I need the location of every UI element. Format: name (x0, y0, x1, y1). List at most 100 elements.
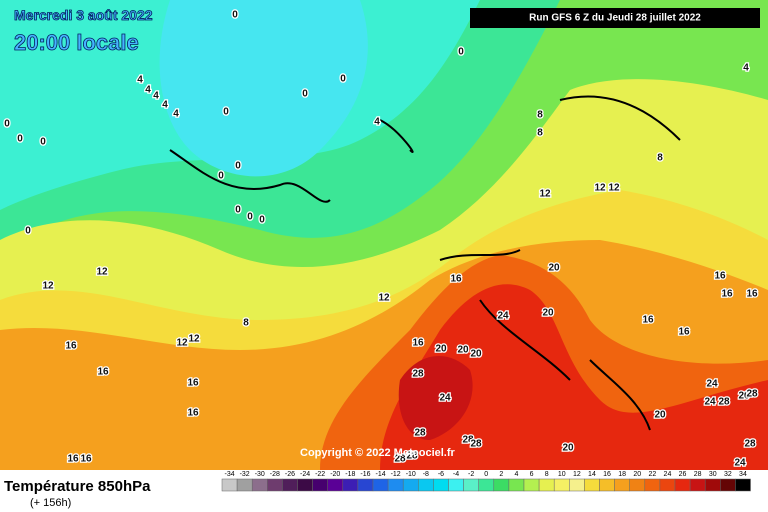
contour-label: 12 (378, 293, 390, 304)
legend-swatch (720, 478, 736, 492)
contour-label: 8 (657, 153, 663, 164)
run-box (470, 8, 760, 28)
legend-label: 22 (648, 471, 656, 478)
legend-label: 0 (484, 471, 488, 478)
legend-label: -22 (315, 471, 325, 478)
legend-label: 16 (603, 471, 611, 478)
contour-label: 0 (235, 161, 241, 172)
contour-label: 12 (188, 334, 200, 345)
contour-label: 0 (40, 137, 46, 148)
contour-label: 12 (594, 183, 606, 194)
contour-label: 28 (470, 439, 482, 450)
legend-swatch (372, 478, 389, 492)
legend-swatch (418, 478, 434, 492)
legend-swatch (704, 478, 721, 492)
legend-label: 8 (545, 471, 549, 478)
color-legend: -34 -32 -30 -28 -26 -24 -22 -20 -18 -16 -14 -12 -10-… (221, 471, 751, 492)
contour-label: 28 (462, 435, 474, 446)
legend-label: 30 (709, 471, 717, 478)
contour-label: 16 (678, 327, 690, 338)
contour-label: 0 (218, 171, 224, 182)
contour-label: 0 (340, 74, 346, 85)
legend-swatch (342, 478, 359, 492)
legend-label: 6 (530, 471, 534, 478)
legend-swatch (327, 478, 344, 492)
contour-label: 12 (96, 267, 108, 278)
legend-label: -4 (453, 471, 459, 478)
legend-label: -12 (391, 471, 401, 478)
contour-label: 24 (706, 379, 718, 390)
contour-label: 28 (406, 451, 418, 462)
contour-label: 4 (162, 100, 168, 111)
legend-swatch (493, 478, 510, 492)
contour-label: 16 (721, 289, 733, 300)
legend-swatch (735, 478, 751, 492)
contour-label: 8 (243, 318, 249, 329)
contour-label: 24 (734, 458, 746, 469)
contour-label: 4 (153, 91, 159, 102)
legend-label: -2 (468, 471, 474, 478)
contour-label: 8 (537, 110, 543, 121)
contour-label: 28 (394, 454, 406, 465)
legend-swatch (312, 478, 328, 492)
legend-swatch (357, 478, 374, 492)
legend-swatch (599, 478, 615, 492)
legend-swatch (659, 478, 676, 492)
contour-label: 20 (654, 410, 666, 421)
contour-label: 16 (187, 408, 199, 419)
footer-title: Température 850hPa (4, 478, 151, 495)
contour-label: 16 (187, 378, 199, 389)
contour-label: 28 (414, 428, 426, 439)
contour-label: 16 (746, 289, 758, 300)
legend-swatch (538, 478, 555, 492)
legend-label: 20 (633, 471, 641, 478)
contour-label: 0 (4, 119, 10, 130)
legend-swatch (463, 478, 479, 492)
legend-label: -24 (300, 471, 310, 478)
legend-swatch (584, 478, 600, 492)
contour-label: 0 (17, 134, 23, 145)
legend-swatch (644, 478, 661, 492)
contour-label: 0 (458, 47, 464, 58)
legend-label: -26 (285, 471, 295, 478)
contour-label: 4 (145, 85, 151, 96)
legend-swatch (569, 478, 585, 492)
legend-label: 4 (514, 471, 518, 478)
legend-label: -8 (423, 471, 429, 478)
legend-swatch (523, 478, 540, 492)
contour-label: 16 (67, 454, 79, 465)
legend-label: -6 (438, 471, 444, 478)
cold-core (159, 0, 368, 177)
run-info: Run GFS 6 Z du Jeudi 28 juillet 2022 (529, 13, 701, 24)
contour-label: 24 (439, 393, 451, 404)
hot-core (398, 356, 473, 440)
contour-label: 24 (497, 311, 509, 322)
legend-swatch (282, 478, 298, 492)
coastline (169, 95, 681, 431)
contour-label: 20 (457, 345, 469, 356)
legend-swatch (448, 478, 464, 492)
contour-label: 12 (539, 189, 551, 200)
legend-swatch (553, 478, 570, 492)
legend-swatch (251, 478, 268, 492)
lead-time: (+ 156h) (30, 497, 71, 509)
contour-label: 24 (704, 397, 716, 408)
legend-label: 2 (499, 471, 503, 478)
contour-label: 0 (25, 226, 31, 237)
contour-label: 12 (42, 281, 54, 292)
contour-label: 20 (542, 308, 554, 319)
contour-label: 8 (537, 128, 543, 139)
contour-label: 16 (412, 338, 424, 349)
contour-label: 20 (470, 349, 482, 360)
legend-swatch (402, 478, 419, 492)
contour-label: 28 (746, 389, 758, 400)
contour-label: 4 (374, 117, 380, 128)
contour-label: 0 (223, 107, 229, 118)
legend-swatch (629, 478, 646, 492)
legend-label: 32 (724, 471, 732, 478)
legend-label: 12 (573, 471, 581, 478)
forecast-date: Mercredi 3 août 2022 (14, 7, 153, 23)
contour-label: 12 (176, 338, 188, 349)
forecast-time: 20:00 locale (14, 30, 139, 55)
copyright: Copyright © 2022 Meteociel.fr (300, 447, 456, 459)
